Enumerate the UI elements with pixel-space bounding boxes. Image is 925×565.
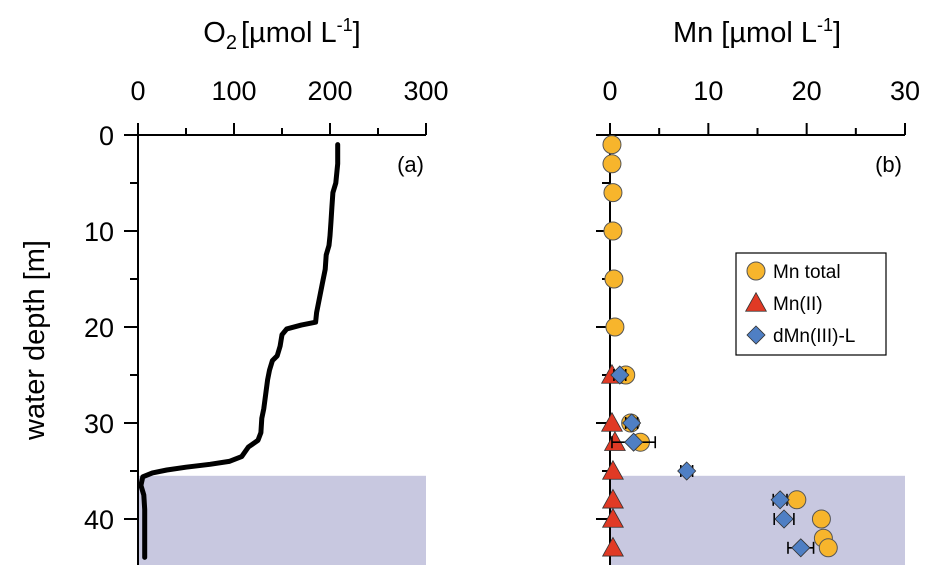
x-tick-label-a: 100: [211, 76, 256, 106]
x-tick-label-b: 30: [890, 76, 920, 106]
legend-marker-circle: [746, 261, 766, 281]
panel-b-manganese-profile: 0 10 20 30 Mn [µmol L-1] (b) Mn total Mn(II)…: [596, 15, 920, 565]
dmn-iii-l-point: [622, 413, 642, 433]
mn-total-point: [603, 221, 623, 241]
mn-ii-point: [601, 507, 624, 528]
legend-label: Mn(II): [773, 294, 823, 315]
mn-total-point: [604, 269, 624, 289]
x-tick-label-b: 20: [792, 76, 822, 106]
x-tick-label-b: 0: [602, 76, 617, 106]
mn-total-point: [787, 490, 807, 510]
x-axis-title-a: O2 [µmol L-1]: [203, 15, 360, 54]
mn-total-point: [602, 154, 622, 174]
y-axis-title: water depth [m]: [19, 240, 51, 441]
x-tick-label-b: 10: [693, 76, 723, 106]
y-tick-label: 30: [84, 409, 114, 439]
legend-label: Mn total: [773, 262, 841, 283]
manganese-markers: [600, 135, 838, 558]
dmn-iii-l-point: [774, 509, 794, 529]
x-axis-title-b: Mn [µmol L-1]: [673, 15, 841, 49]
x-tick-label-a: 0: [130, 76, 145, 106]
dmn-iii-l-point: [624, 432, 644, 452]
mn-ii-point: [601, 536, 624, 557]
y-tick-label: 0: [99, 121, 114, 151]
y-tick-label: 10: [84, 217, 114, 247]
dmn-iii-l-point: [791, 538, 811, 558]
legend-marker-diamond: [746, 325, 766, 345]
dmn-iii-l-point: [770, 490, 790, 510]
panel-a-oxygen-profile: 0 100 200 300 0 10 20 30 40 O2 [µmol L-1] (a) wat…: [19, 15, 449, 565]
mn-total-point: [602, 135, 622, 155]
mn-total-point: [811, 509, 831, 529]
y-tick-label: 20: [84, 313, 114, 343]
panel-label-b: (b): [875, 152, 902, 177]
mn-total-point: [818, 538, 838, 558]
mn-ii-point: [603, 431, 626, 451]
anoxic-zone-shading-b: [610, 475, 905, 565]
dmn-iii-l-point: [610, 365, 630, 385]
mn-ii-point: [601, 459, 624, 480]
x-tick-label-a: 200: [307, 76, 352, 106]
mn-total-point: [603, 183, 623, 203]
dmn-iii-l-point: [677, 461, 697, 481]
mn-ii-point: [600, 411, 623, 432]
x-tick-label-a: 300: [403, 76, 448, 106]
legend-label: dMn(III)-L: [773, 326, 855, 347]
y-tick-label: 40: [84, 505, 114, 535]
panel-label-a: (a): [397, 152, 424, 177]
o2-profile-line: [138, 142, 341, 560]
axes-a: 0 100 200 300 0 10 20 30 40: [84, 76, 449, 565]
legend-marker-triangle: [744, 291, 768, 312]
legend: Mn total Mn(II) dMn(III)-L: [735, 252, 887, 356]
anoxic-zone-shading-a: [138, 475, 426, 565]
mn-total-point: [605, 317, 625, 337]
axes-b: 0 10 20 30: [596, 76, 920, 565]
